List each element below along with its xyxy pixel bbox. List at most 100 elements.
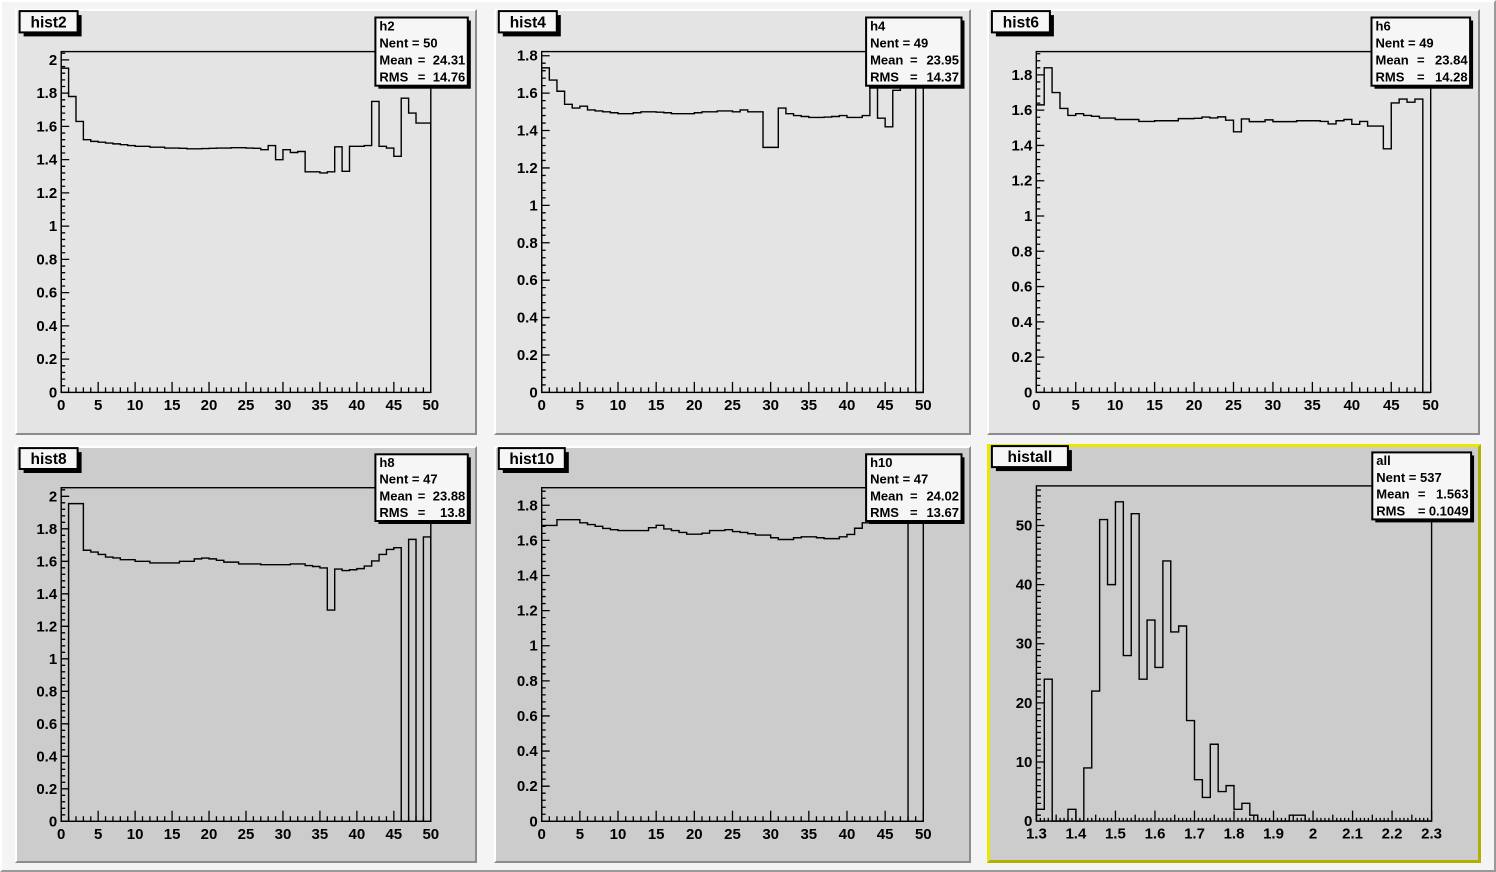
svg-text:=: = [1417, 53, 1425, 68]
svg-text:0.4: 0.4 [36, 748, 58, 765]
svg-text:Nent = 49: Nent = 49 [1376, 36, 1434, 51]
svg-text:1.8: 1.8 [517, 497, 538, 514]
svg-text:50: 50 [1422, 397, 1439, 414]
svg-text:1.2: 1.2 [1011, 173, 1032, 190]
svg-text:0.2: 0.2 [36, 351, 57, 368]
svg-text:RMS: RMS [870, 70, 899, 85]
svg-text:0.8: 0.8 [36, 251, 57, 268]
svg-text:=: = [1418, 503, 1426, 518]
svg-text:=: = [418, 488, 426, 503]
svg-text:Mean: Mean [1376, 53, 1409, 68]
svg-text:1.7: 1.7 [1184, 826, 1205, 843]
svg-text:1.8: 1.8 [517, 48, 538, 65]
svg-text:Nent = 47: Nent = 47 [870, 472, 928, 487]
svg-text:1.4: 1.4 [36, 586, 58, 603]
svg-text:40: 40 [349, 397, 366, 414]
svg-text:=: = [910, 505, 918, 520]
svg-text:25: 25 [724, 826, 741, 843]
svg-text:50: 50 [915, 397, 932, 414]
svg-text:1.2: 1.2 [517, 160, 538, 177]
svg-text:=: = [418, 70, 426, 85]
svg-text:25: 25 [1225, 397, 1242, 414]
svg-text:0.2: 0.2 [36, 781, 57, 798]
svg-text:Nent = 50: Nent = 50 [379, 36, 437, 51]
svg-text:Mean: Mean [870, 488, 903, 503]
svg-text:24.31: 24.31 [433, 53, 466, 68]
svg-text:=: = [910, 488, 918, 503]
svg-text:1.4: 1.4 [1065, 826, 1087, 843]
svg-text:0.6: 0.6 [36, 285, 57, 302]
svg-text:2: 2 [49, 488, 57, 505]
svg-text:0.6: 0.6 [1011, 279, 1032, 296]
svg-text:0: 0 [1032, 397, 1040, 414]
svg-text:Nent = 537: Nent = 537 [1376, 470, 1441, 485]
svg-text:hist4: hist4 [510, 14, 547, 31]
svg-text:1: 1 [529, 197, 537, 214]
svg-text:=: = [910, 70, 918, 85]
svg-text:0.4: 0.4 [517, 743, 539, 760]
svg-text:h8: h8 [379, 455, 394, 470]
svg-text:23.88: 23.88 [433, 488, 466, 503]
svg-text:15: 15 [164, 397, 181, 414]
svg-text:50: 50 [422, 826, 439, 843]
svg-text:1.4: 1.4 [517, 123, 539, 140]
svg-text:35: 35 [1304, 397, 1321, 414]
svg-text:1.6: 1.6 [36, 553, 57, 570]
svg-text:=: = [418, 505, 426, 520]
svg-text:0.6: 0.6 [36, 716, 57, 733]
svg-text:1.2: 1.2 [517, 603, 538, 620]
svg-text:30: 30 [762, 826, 779, 843]
svg-text:25: 25 [238, 826, 255, 843]
svg-text:5: 5 [94, 826, 102, 843]
svg-text:25: 25 [724, 397, 741, 414]
svg-text:h2: h2 [379, 19, 394, 34]
svg-text:Nent = 47: Nent = 47 [379, 472, 437, 487]
svg-text:1.563: 1.563 [1436, 487, 1469, 502]
svg-text:0.8: 0.8 [1011, 243, 1032, 260]
svg-text:5: 5 [1072, 397, 1080, 414]
svg-text:0: 0 [538, 826, 546, 843]
svg-text:0.2: 0.2 [517, 347, 538, 364]
svg-text:h6: h6 [1376, 19, 1391, 34]
svg-text:20: 20 [1016, 695, 1033, 712]
svg-text:35: 35 [312, 397, 329, 414]
svg-text:Mean: Mean [379, 53, 412, 68]
svg-text:1.8: 1.8 [1224, 826, 1245, 843]
svg-text:0.8: 0.8 [36, 683, 57, 700]
svg-text:45: 45 [877, 826, 894, 843]
svg-text:RMS: RMS [379, 70, 408, 85]
svg-text:15: 15 [648, 397, 665, 414]
svg-text:20: 20 [686, 826, 703, 843]
svg-text:15: 15 [1146, 397, 1163, 414]
svg-text:5: 5 [576, 397, 584, 414]
svg-text:=: = [1418, 487, 1426, 502]
svg-text:45: 45 [1383, 397, 1400, 414]
svg-text:2.3: 2.3 [1421, 826, 1442, 843]
svg-text:1.3: 1.3 [1026, 826, 1047, 843]
svg-text:0.6: 0.6 [517, 272, 538, 289]
svg-text:2.2: 2.2 [1382, 826, 1403, 843]
svg-text:45: 45 [385, 397, 402, 414]
svg-text:all: all [1376, 453, 1390, 468]
svg-text:=: = [910, 53, 918, 68]
svg-text:35: 35 [800, 397, 817, 414]
svg-text:1.2: 1.2 [36, 618, 57, 635]
svg-text:10: 10 [610, 397, 627, 414]
svg-text:30: 30 [275, 397, 292, 414]
svg-text:1.6: 1.6 [1011, 102, 1032, 119]
svg-text:0.4: 0.4 [517, 310, 539, 327]
svg-text:0: 0 [1024, 384, 1032, 401]
svg-text:1.4: 1.4 [1011, 137, 1033, 154]
svg-text:45: 45 [877, 397, 894, 414]
svg-text:5: 5 [576, 826, 584, 843]
svg-text:0: 0 [529, 384, 537, 401]
svg-text:20: 20 [686, 397, 703, 414]
svg-text:1: 1 [529, 638, 537, 655]
svg-text:20: 20 [201, 397, 218, 414]
svg-text:13.8: 13.8 [440, 505, 465, 520]
svg-text:=: = [418, 53, 426, 68]
svg-text:40: 40 [1343, 397, 1360, 414]
svg-text:1.6: 1.6 [517, 532, 538, 549]
svg-text:10: 10 [1016, 754, 1033, 771]
svg-text:40: 40 [839, 397, 856, 414]
